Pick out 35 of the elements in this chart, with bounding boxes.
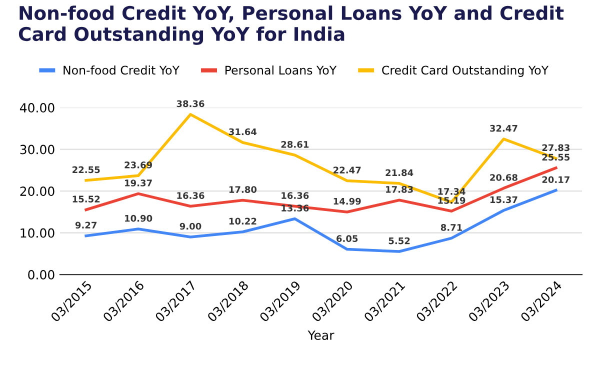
data-label: 5.52 — [388, 237, 410, 244]
y-tick-label: 40.00 — [20, 103, 54, 113]
data-label: 17.83 — [386, 186, 413, 193]
data-label: 16.36 — [177, 192, 204, 199]
data-label: 17.80 — [229, 186, 257, 193]
legend-label: Credit Card Outstanding YoY — [382, 66, 549, 77]
data-label: 10.22 — [229, 218, 256, 225]
data-label: 15.37 — [490, 196, 518, 204]
y-tick-label: 30.00 — [20, 144, 54, 154]
data-label: 31.64 — [229, 128, 257, 136]
data-label: 10.90 — [125, 214, 152, 222]
data-label: 14.99 — [334, 198, 361, 205]
data-label: 16.36 — [282, 192, 309, 199]
data-label: 15.52 — [72, 196, 100, 202]
data-label: 6.05 — [336, 235, 358, 242]
data-label: 8.71 — [440, 224, 462, 231]
data-label: 22.55 — [72, 166, 100, 174]
legend-label: Non-food Credit YoY — [64, 66, 180, 75]
data-label: 19.37 — [125, 180, 152, 186]
data-label: 27.83 — [542, 144, 570, 152]
data-label: 28.61 — [281, 140, 309, 148]
data-label: 32.47 — [490, 124, 518, 132]
y-tick-label: 20.00 — [20, 186, 54, 196]
chart-title: Non-food Credit YoY, Personal Loans YoY and Credit Card Outstanding YoY for India — [18, 6, 564, 45]
data-label: 38.36 — [176, 100, 204, 108]
legend-label: Personal Loans YoY — [226, 66, 337, 75]
data-label: 22.47 — [334, 166, 361, 174]
y-tick-label: 10.00 — [20, 228, 54, 238]
data-label: 21.84 — [386, 169, 414, 176]
data-label: 20.17 — [542, 176, 570, 184]
data-label: 9.27 — [75, 222, 97, 229]
data-label: 20.68 — [490, 174, 518, 181]
x-axis-title: Year — [308, 330, 334, 340]
y-tick-label: 0.00 — [28, 270, 54, 280]
data-label: 9.00 — [180, 222, 202, 230]
